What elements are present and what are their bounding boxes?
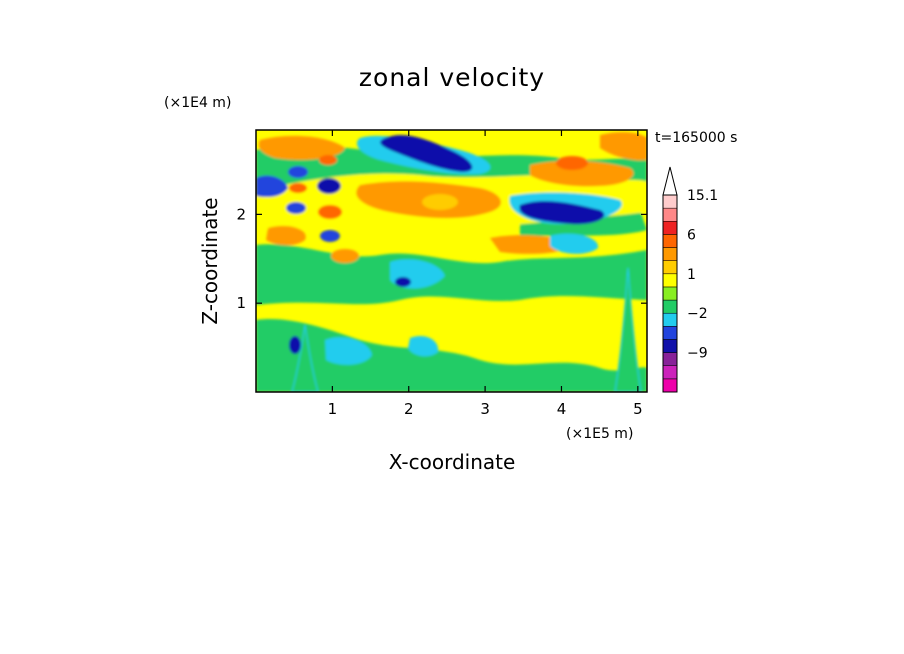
blue-eddy-2 — [288, 166, 308, 178]
plot-frame — [255, 129, 648, 393]
velocity-field — [256, 130, 647, 392]
x-tick-label: 4 — [557, 400, 567, 418]
blue-eddy-6 — [536, 205, 560, 219]
orange-band-right — [530, 160, 634, 187]
colorbar-swatch — [662, 194, 678, 209]
mountain-right — [614, 267, 642, 392]
colorbar-swatch — [662, 339, 678, 353]
colorbar-swatch — [662, 273, 678, 288]
x-axis-label: X-coordinate — [389, 450, 516, 474]
blue-eddy-4 — [320, 230, 340, 242]
orange-patch-top-right — [600, 132, 647, 161]
colorbar-swatch — [662, 286, 678, 301]
colorbar-swatch — [662, 352, 678, 366]
x-tick-label: 1 — [328, 400, 338, 418]
colorbar-extend-triangle — [662, 166, 678, 196]
x-tick-label: 5 — [633, 400, 643, 418]
time-label: t=165000 s — [655, 130, 737, 146]
orange-eddy-1 — [318, 205, 342, 219]
colorbar-tick-label: 6 — [687, 227, 696, 243]
colorbar-swatch — [662, 221, 678, 235]
blue-eddy-3 — [286, 202, 306, 214]
colorbar-swatch — [662, 247, 678, 261]
chart-title: zonal velocity — [359, 63, 545, 92]
orange-eddy-3 — [319, 155, 337, 165]
colorbar-swatch — [662, 299, 678, 314]
blue-eddy-7 — [289, 336, 301, 354]
orange-eddy-4 — [331, 249, 359, 263]
orange-eddy-2 — [289, 183, 307, 193]
green-band-low — [256, 319, 647, 392]
colorbar-tick-label: 1 — [687, 267, 696, 283]
colorbar-tick-label: 15.1 — [687, 188, 718, 204]
colorbar-swatch — [662, 312, 678, 327]
orange-patch-top-left — [258, 135, 345, 160]
mountain-left — [291, 324, 319, 392]
x-axis: 1 2 3 4 5 — [328, 130, 643, 418]
x-tick-label: 3 — [480, 400, 490, 418]
orange-eddy-5 — [556, 156, 588, 170]
colorbar-swatch — [662, 326, 678, 340]
cyan-patch-mid-right — [550, 233, 599, 254]
colorbar: 15.1 6 1 −2 −9 — [662, 166, 718, 393]
colorbar-swatch — [662, 260, 678, 275]
cyan-patch-lower-center — [408, 335, 439, 357]
y-axis: 12 — [236, 205, 647, 312]
x-tick-label: 2 — [404, 400, 414, 418]
blue-eddy-5 — [395, 277, 411, 287]
orange-band-mid-left — [266, 225, 306, 246]
blue-jet-top — [380, 135, 473, 172]
colorbar-swatch — [662, 365, 678, 380]
green-patch-left — [256, 265, 330, 296]
colorbar-tick-label: −2 — [687, 306, 708, 322]
colorbar-swatch — [662, 234, 678, 248]
colorbar-swatch — [662, 207, 678, 222]
blue-eddy-1 — [317, 178, 341, 194]
cyan-patch-lower-left — [325, 337, 372, 365]
y-tick-label: 1 — [236, 294, 246, 312]
y-scale-label: (×1E4 m) — [164, 95, 231, 111]
colorbar-tick-label: −9 — [687, 346, 708, 362]
orange-eddy-6 — [422, 194, 458, 210]
y-tick-label: 2 — [236, 205, 246, 223]
y-axis-label: Z-coordinate — [198, 197, 222, 324]
blue-jet-left — [256, 175, 288, 198]
x-scale-label: (×1E5 m) — [566, 426, 633, 442]
colorbar-swatch — [662, 378, 678, 393]
